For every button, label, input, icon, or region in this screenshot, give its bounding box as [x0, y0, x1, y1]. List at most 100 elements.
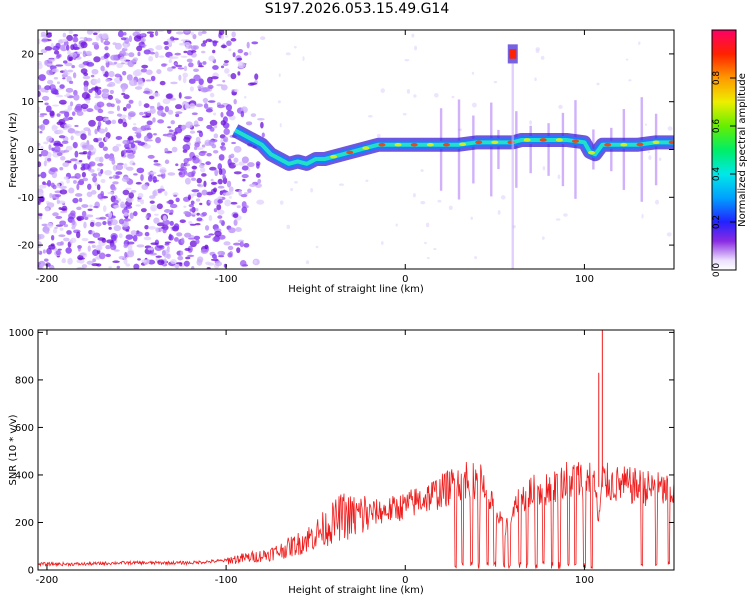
noise-blob [143, 144, 151, 149]
noise-blob [150, 204, 158, 212]
colorbar-tick-label: 0.2 [712, 215, 722, 229]
noise-blob [193, 74, 201, 82]
noise-blob [141, 64, 149, 69]
noise-blob [118, 233, 123, 239]
noise-blob [500, 195, 506, 200]
noise-blob [63, 123, 72, 130]
noise-blob [137, 258, 141, 261]
noise-blob [39, 130, 43, 134]
noise-blob [232, 52, 236, 58]
noise-blob [100, 65, 105, 72]
noise-blob [137, 141, 146, 146]
noise-blob [175, 64, 183, 68]
noise-blob [128, 99, 134, 104]
noise-blob [178, 74, 182, 81]
spectral-streak [497, 129, 500, 170]
noise-blob [644, 123, 647, 126]
noise-blob [228, 191, 234, 195]
noise-blob [136, 167, 145, 174]
noise-blob [54, 226, 58, 230]
noise-blob [208, 139, 215, 146]
noise-blob [50, 182, 55, 188]
noise-blob [55, 94, 64, 98]
noise-blob [102, 93, 109, 100]
noise-blob [45, 105, 52, 113]
noise-blob [92, 78, 99, 85]
noise-blob [146, 258, 150, 263]
noise-blob [155, 45, 163, 51]
ridge-peak [668, 140, 674, 145]
noise-blob [87, 133, 92, 136]
noise-blob [39, 113, 48, 116]
noise-blob [138, 100, 142, 107]
noise-blob [65, 87, 74, 93]
noise-blob [111, 119, 117, 125]
noise-blob [154, 51, 159, 59]
noise-blob [196, 212, 200, 216]
noise-blob [555, 218, 561, 221]
noise-blob [641, 213, 644, 219]
noise-blob [185, 256, 191, 260]
noise-blob [189, 86, 195, 92]
tone-20hz [509, 49, 517, 59]
noise-blob [61, 259, 67, 264]
noise-blob [89, 204, 93, 208]
noise-blob [86, 30, 94, 35]
noise-blob [83, 221, 87, 229]
noise-blob [230, 73, 237, 80]
noise-blob [628, 79, 632, 82]
noise-blob [41, 223, 49, 227]
noise-blob [50, 234, 55, 241]
noise-blob [38, 74, 46, 81]
noise-blob [91, 41, 99, 46]
noise-blob [227, 245, 234, 251]
noise-blob [134, 86, 143, 90]
noise-blob [116, 105, 121, 112]
noise-blob [135, 127, 142, 134]
noise-blob [647, 151, 650, 154]
noise-blob [69, 80, 74, 85]
noise-blob [210, 126, 215, 132]
noise-blob [557, 174, 561, 180]
noise-blob [78, 159, 83, 163]
noise-blob [143, 135, 149, 142]
noise-blob [143, 236, 152, 241]
noise-blob [72, 55, 76, 58]
noise-blob [183, 210, 190, 215]
noise-blob [214, 169, 219, 177]
noise-blob [247, 162, 255, 168]
noise-blob [256, 199, 265, 205]
noise-blob [180, 124, 187, 130]
noise-blob [85, 37, 93, 42]
noise-blob [277, 100, 281, 104]
noise-blob [122, 139, 130, 145]
noise-blob [46, 247, 52, 255]
noise-blob [184, 103, 190, 110]
noise-blob [198, 151, 206, 157]
noise-blob [227, 252, 233, 258]
noise-blob [82, 151, 88, 155]
noise-blob [87, 240, 96, 244]
noise-blob [38, 213, 43, 217]
noise-blob [404, 58, 410, 62]
noise-blob [87, 183, 92, 190]
noise-blob [184, 247, 191, 252]
noise-blob [227, 73, 231, 77]
noise-blob [75, 193, 83, 197]
noise-blob [56, 88, 63, 91]
noise-blob [257, 178, 262, 184]
noise-blob [123, 212, 129, 217]
noise-blob [38, 184, 47, 189]
noise-blob [143, 124, 151, 129]
noise-blob [243, 51, 249, 56]
noise-blob [119, 56, 127, 62]
y-tick-label: 200 [15, 518, 34, 529]
noise-blob [74, 124, 79, 127]
noise-blob [103, 73, 108, 77]
noise-blob [200, 167, 206, 173]
ridge-peak [604, 142, 612, 147]
noise-blob [47, 152, 52, 158]
noise-blob [210, 181, 218, 186]
noise-blob [135, 204, 141, 207]
